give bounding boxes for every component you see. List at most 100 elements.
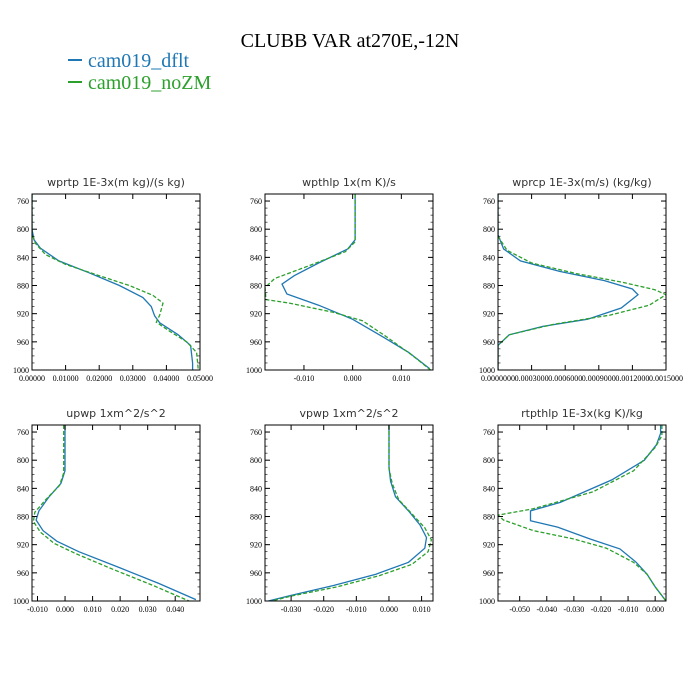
legend-swatch-nozm — [68, 81, 82, 84]
x-tick-label: -0.050 — [509, 605, 530, 614]
panel-title: wprtp 1E-3x(m kg)/(s kg) — [47, 176, 185, 189]
plot-frame — [31, 424, 201, 602]
y-tick-label: 880 — [17, 513, 29, 522]
x-tick-label: -0.010 — [27, 605, 48, 614]
x-tick-label: 0.010 — [84, 605, 102, 614]
x-tick-label: 0.000 — [646, 605, 664, 614]
legend-label-dflt: cam019_dflt — [88, 50, 190, 72]
y-tick-label: 880 — [483, 282, 495, 291]
x-tick-label: 0.01000 — [53, 374, 79, 383]
x-tick-label: 0.0006000 — [548, 374, 582, 383]
y-tick-label: 920 — [250, 541, 262, 550]
legend-label-nozm: cam019_noZM — [88, 72, 212, 94]
y-tick-label: 760 — [17, 197, 29, 206]
x-tick-label: -0.030 — [281, 605, 302, 614]
x-tick-label: 0.00000 — [19, 374, 45, 383]
y-tick-label: 760 — [483, 428, 495, 437]
y-tick-label: 880 — [250, 513, 262, 522]
y-tick-label: 960 — [250, 569, 262, 578]
x-tick-label: 0.000 — [56, 605, 74, 614]
y-tick-label: 1000 — [13, 366, 29, 375]
series-line-dflt — [268, 425, 428, 601]
series-line-dflt — [281, 194, 430, 370]
y-tick-label: 760 — [483, 197, 495, 206]
series-line-nozm — [265, 194, 432, 370]
panel-title: upwp 1xm^2/s^2 — [66, 407, 166, 420]
series-line-dflt — [498, 194, 639, 370]
y-tick-label: 800 — [483, 456, 495, 465]
x-tick-label: 0.04000 — [153, 374, 179, 383]
series-line-dflt — [35, 425, 197, 601]
series-line-dflt — [32, 194, 194, 370]
y-tick-label: 800 — [250, 225, 262, 234]
plot-frame — [497, 424, 667, 602]
x-tick-label: 0.010 — [392, 374, 410, 383]
series-line-nozm — [32, 194, 199, 370]
plot-frame — [497, 193, 667, 371]
legend-item-dflt: cam019_dflt — [68, 50, 189, 73]
panel-6: rtpthlp 1E-3x(kg K)/kg 760 800 840 880 920 960… — [479, 407, 667, 614]
panel-4: upwp 1xm^2/s^2 760 800 840 880 920 960 1000-0.0… — [13, 407, 201, 614]
x-tick-label: 0.0003000 — [515, 374, 549, 383]
y-tick-label: 1000 — [13, 597, 29, 606]
x-tick-label: -0.010 — [346, 605, 367, 614]
series-line-dflt — [529, 425, 666, 601]
y-tick-label: 800 — [17, 456, 29, 465]
y-tick-label: 920 — [483, 541, 495, 550]
x-tick-label: 0.0015000 — [649, 374, 683, 383]
series-line-nozm — [498, 425, 666, 601]
y-tick-label: 840 — [483, 484, 495, 493]
x-tick-label: -0.010 — [618, 605, 639, 614]
y-tick-label: 880 — [17, 282, 29, 291]
y-tick-label: 880 — [483, 513, 495, 522]
x-tick-label: 0.020 — [111, 605, 129, 614]
x-tick-label: -0.020 — [313, 605, 334, 614]
y-tick-label: 840 — [17, 253, 29, 262]
y-tick-label: 960 — [483, 338, 495, 347]
y-tick-label: 840 — [483, 253, 495, 262]
y-tick-label: 760 — [250, 428, 262, 437]
y-tick-label: 840 — [17, 484, 29, 493]
panel-5: vpwp 1xm^2/s^2 760 800 840 880 920 960 1000 -0.0… — [246, 407, 434, 614]
series-line-nozm — [271, 425, 433, 601]
y-tick-label: 880 — [250, 282, 262, 291]
y-tick-label: 960 — [250, 338, 262, 347]
x-tick-label: 0.02000 — [86, 374, 112, 383]
x-tick-label: 0.000 — [380, 605, 398, 614]
legend-item-nozm: cam019_noZM — [68, 72, 211, 95]
x-tick-label: 0.0012000 — [615, 374, 649, 383]
x-tick-label: -0.010 — [294, 374, 315, 383]
x-tick-label: 0.05000 — [187, 374, 213, 383]
x-tick-label: -0.020 — [591, 605, 612, 614]
y-tick-label: 920 — [17, 310, 29, 319]
panel-title: rtpthlp 1E-3x(kg K)/kg — [521, 407, 643, 420]
panel-title: vpwp 1xm^2/s^2 — [299, 407, 398, 420]
x-tick-label: 0.0009000 — [582, 374, 616, 383]
plot-frame — [31, 193, 201, 371]
x-tick-label: 0.040 — [166, 605, 184, 614]
x-tick-label: -0.040 — [536, 605, 557, 614]
y-tick-label: 1000 — [246, 366, 262, 375]
series-line-nozm — [32, 425, 190, 601]
y-tick-label: 1000 — [246, 597, 262, 606]
plot-frame — [264, 424, 434, 602]
plot-frame — [264, 193, 434, 371]
x-tick-label: 0.0000000 — [481, 374, 515, 383]
y-tick-label: 920 — [250, 310, 262, 319]
panel-title: wpthlp 1x(m K)/s — [302, 176, 396, 189]
y-tick-label: 800 — [17, 225, 29, 234]
x-tick-label: 0.010 — [413, 605, 431, 614]
panel-title: wprcp 1E-3x(m/s) (kg/kg) — [512, 176, 651, 189]
x-tick-label: 0.03000 — [120, 374, 146, 383]
y-tick-label: 840 — [250, 484, 262, 493]
panel-3: wprcp 1E-3x(m/s) (kg/kg) 760 800 840 880 920 9… — [479, 176, 683, 383]
figure-title: CLUBB VAR at270E,-12N — [240, 30, 460, 52]
y-tick-label: 760 — [250, 197, 262, 206]
y-tick-label: 1000 — [479, 366, 495, 375]
y-tick-label: 800 — [250, 456, 262, 465]
panel-2: wpthlp 1x(m K)/s 760 800 840 880 920 960 1000 -0… — [246, 176, 434, 383]
y-tick-label: 960 — [483, 569, 495, 578]
y-tick-label: 920 — [483, 310, 495, 319]
series-line-nozm — [498, 194, 666, 370]
